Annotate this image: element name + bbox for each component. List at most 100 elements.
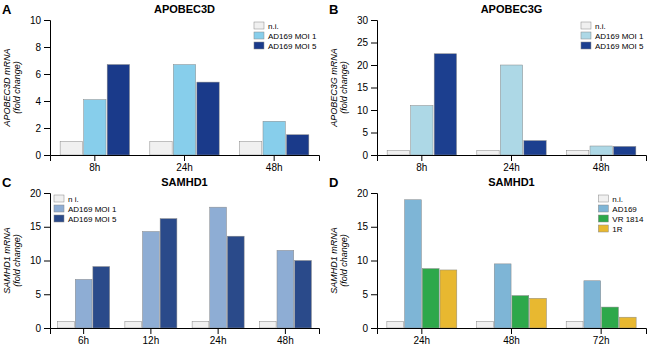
tick-mark — [274, 155, 275, 161]
tick-label: 20 — [357, 188, 369, 199]
tick-mark — [44, 128, 50, 129]
bar — [405, 200, 422, 328]
bar-series — [405, 200, 601, 328]
bar — [173, 65, 195, 155]
tick: 2 — [35, 123, 50, 134]
plot-area: 0510152025308h24h48hn.i.AD169 MOI 1AD169… — [357, 15, 647, 173]
bar — [259, 321, 276, 328]
bar — [387, 151, 409, 156]
x-axis: 8h24h48h — [378, 155, 647, 173]
bar — [477, 151, 499, 156]
tick-mark — [371, 20, 377, 21]
tick: 0 — [362, 323, 377, 334]
tick-label: 5 — [35, 289, 41, 300]
tick: 15 — [357, 82, 377, 93]
tick: 20 — [357, 60, 377, 71]
tick-label: 6 — [35, 69, 41, 80]
tick: 10 — [357, 105, 377, 116]
legend-item: AD169 MOI 5 — [254, 42, 317, 51]
legend-label: 1R — [612, 225, 622, 234]
bar — [227, 236, 244, 328]
bar — [75, 279, 92, 328]
bars — [387, 54, 636, 155]
panel-letter: D — [329, 175, 338, 190]
bars — [58, 207, 312, 328]
tick-label: 0 — [362, 323, 368, 334]
bar — [107, 65, 129, 155]
tick-mark — [371, 43, 377, 44]
legend-item: AD169 MOI 1 — [581, 32, 644, 41]
tick-mark — [44, 261, 50, 262]
title: SAMHD1 — [488, 176, 534, 188]
axis-line — [51, 156, 320, 162]
tick: 8h — [89, 155, 100, 173]
bar — [602, 307, 619, 328]
tick-mark — [371, 294, 377, 295]
legend: n.i.AD169 MOI 1AD169 MOI 5 — [581, 22, 644, 51]
bar — [60, 142, 82, 156]
axis-line — [44, 194, 51, 329]
tick-mark — [44, 74, 50, 75]
legend-label: AD169 MOI 1 — [595, 32, 644, 41]
bar — [530, 298, 547, 328]
bar — [422, 269, 439, 328]
y-axis-label: SAMHD1 mRNA(fold change) — [329, 227, 349, 294]
tick-label: 6h — [78, 335, 89, 346]
legend-label: AD169 — [612, 205, 637, 214]
tick-mark — [285, 328, 286, 334]
y-axis-label-line: (fold change) — [339, 61, 349, 114]
tick-label: 8h — [89, 162, 100, 173]
tick-mark — [371, 110, 377, 111]
tick: 4 — [35, 96, 50, 107]
legend-item: AD169 MOI 1 — [54, 205, 117, 214]
tick: 5 — [362, 289, 377, 300]
bar — [277, 250, 294, 328]
tick: 48h — [266, 155, 283, 173]
bar — [160, 219, 177, 328]
tick: 5 — [362, 127, 377, 138]
axis-line — [378, 329, 647, 335]
bar — [84, 100, 106, 155]
bar — [239, 142, 261, 156]
legend-label: AD169 MOI 5 — [595, 42, 644, 51]
bar — [584, 281, 601, 328]
title: APOBEC3G — [481, 3, 543, 15]
tick-mark — [511, 328, 512, 334]
bar — [619, 317, 636, 328]
y-axis-label-line: SAMHD1 mRNA — [329, 227, 339, 294]
tick-label: 0 — [35, 323, 41, 334]
legend-label: AD169 MOI 5 — [268, 42, 317, 51]
bar — [411, 106, 433, 156]
bar-series — [75, 207, 294, 328]
bar-series — [422, 269, 618, 328]
legend-swatch — [254, 22, 264, 29]
tick: 25 — [357, 37, 377, 48]
tick: 20 — [30, 188, 50, 199]
tick-mark — [371, 65, 377, 66]
tick: 8 — [35, 42, 50, 53]
y-axis-label-line: SAMHD1 mRNA — [2, 227, 12, 294]
legend-item: n i. — [54, 195, 79, 204]
tick-mark — [44, 328, 50, 329]
tick-label: 24h — [210, 335, 227, 346]
bar — [387, 321, 404, 328]
legend-item: n.i. — [254, 22, 279, 31]
tick-label: 30 — [357, 15, 369, 26]
bar — [210, 207, 227, 328]
axis-line — [378, 156, 647, 162]
y-axis-label-line: (fold change) — [339, 234, 349, 287]
bar — [192, 321, 209, 328]
tick-mark — [83, 328, 84, 334]
tick: 10 — [30, 255, 50, 266]
legend-item: 1R — [598, 225, 622, 234]
tick: 48h — [277, 328, 294, 346]
legend-item: VR 1814 — [598, 215, 644, 224]
tick: 30 — [357, 15, 377, 26]
tick: 0 — [35, 323, 50, 334]
legend-label: VR 1814 — [612, 215, 644, 224]
bar-series — [440, 270, 636, 328]
tick-mark — [44, 155, 50, 156]
panel: DSAMHD1SAMHD1 mRNA(fold change)051015202… — [329, 175, 647, 346]
tick: 15 — [357, 221, 377, 232]
tick-label: 4 — [35, 96, 41, 107]
